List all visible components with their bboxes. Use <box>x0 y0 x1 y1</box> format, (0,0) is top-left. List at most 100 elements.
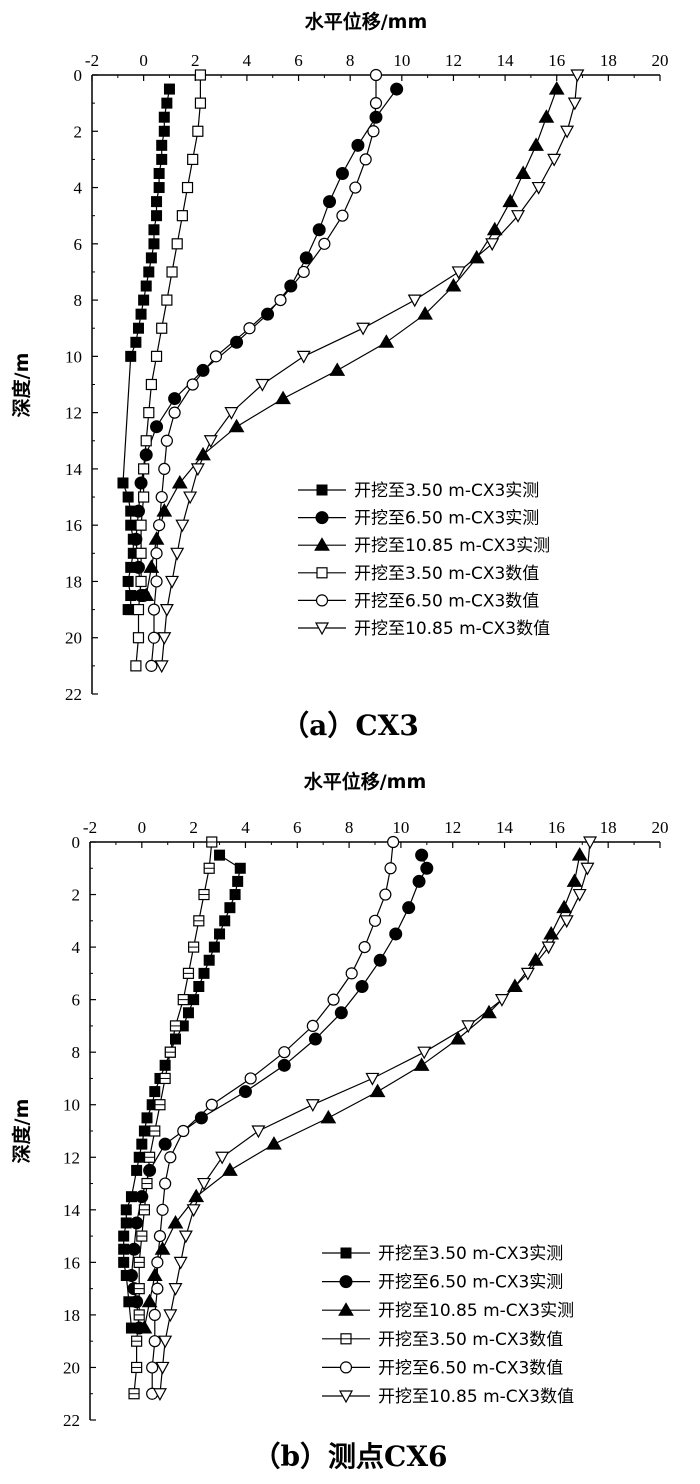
x-tick-label: 0 <box>138 818 147 837</box>
legend-label: 开挖至3.50 m-CX3实测 <box>354 481 539 501</box>
series-line <box>133 841 213 1394</box>
data-point <box>159 603 174 617</box>
data-point <box>145 378 157 391</box>
data-point <box>445 278 462 292</box>
data-point <box>334 1006 348 1020</box>
legend-entry: 开挖至6.50 m-CX3实测 <box>298 509 539 529</box>
data-point <box>244 1072 257 1085</box>
data-point <box>229 889 241 901</box>
data-point <box>193 915 205 927</box>
data-point <box>566 873 583 887</box>
y-tick-label: 22 <box>65 685 82 704</box>
data-point <box>176 210 188 222</box>
data-point <box>148 238 160 250</box>
x-tick-label: 8 <box>346 51 355 70</box>
data-point <box>274 293 287 307</box>
data-point <box>131 1361 143 1374</box>
data-point <box>130 336 142 348</box>
x-tick-label: 12 <box>445 51 462 70</box>
data-point <box>358 940 371 954</box>
data-point <box>485 238 500 252</box>
legend-label: 开挖至10.85 m-CX3数值 <box>378 1387 574 1407</box>
data-point <box>149 1125 161 1137</box>
series-5 <box>152 836 598 1401</box>
legend-marker <box>316 484 328 496</box>
legend-label: 开挖至6.50 m-CX3实测 <box>354 509 539 529</box>
data-point <box>450 1031 466 1045</box>
data-point <box>502 193 519 208</box>
data-point <box>203 435 218 449</box>
data-point <box>118 1243 130 1255</box>
legend-marker <box>338 1390 354 1404</box>
legend-entry: 开挖至6.50 m-CX3实测 <box>322 1273 563 1293</box>
data-point <box>538 109 555 123</box>
data-point <box>543 925 560 940</box>
data-point <box>129 532 143 546</box>
data-point <box>133 1309 145 1321</box>
data-point <box>159 1177 172 1190</box>
y-tick-label: 10 <box>65 347 82 366</box>
legend-label: 开挖至6.50 m-CX3数值 <box>354 591 539 611</box>
data-point <box>163 83 175 95</box>
data-point <box>206 836 218 848</box>
data-point <box>148 224 160 236</box>
data-point <box>149 1086 161 1098</box>
y-tick-label: 2 <box>74 122 83 141</box>
data-point <box>329 362 346 376</box>
data-point <box>169 1020 182 1032</box>
y-tick-label: 14 <box>63 1201 81 1220</box>
data-point <box>308 1032 322 1046</box>
series-line <box>161 74 578 666</box>
data-point <box>369 1083 386 1098</box>
data-point <box>136 1230 148 1242</box>
legend-label: 开挖至10.85 m-CX3数值 <box>354 619 550 639</box>
data-point <box>152 1388 167 1401</box>
data-point <box>389 927 403 941</box>
data-point <box>318 237 331 250</box>
data-point <box>510 210 526 223</box>
data-point <box>379 888 392 901</box>
legend-entry: 开挖至10.85 m-CX3实测 <box>322 1301 574 1321</box>
data-point <box>124 1269 138 1282</box>
data-point <box>190 463 205 477</box>
data-point <box>125 519 137 531</box>
x-tick-label: 8 <box>345 818 354 837</box>
data-point <box>125 350 137 362</box>
data-point <box>140 280 152 292</box>
data-point <box>138 587 155 602</box>
data-point <box>548 81 565 95</box>
legend-entry: 开挖至3.50 m-CX3数值 <box>322 1330 563 1350</box>
data-point <box>140 435 152 447</box>
data-point <box>378 334 395 348</box>
x-tick-label: 10 <box>393 51 410 70</box>
data-point <box>198 967 210 979</box>
data-point <box>349 181 362 194</box>
series-line <box>159 841 591 1394</box>
data-point <box>182 1007 194 1019</box>
data-point <box>345 967 358 980</box>
legend-entry: 开挖至3.50 m-CX3数值 <box>298 564 539 584</box>
data-point <box>125 590 137 602</box>
legend-entry: 开挖至10.85 m-CX3数值 <box>322 1387 574 1407</box>
data-point <box>153 1229 167 1243</box>
data-point <box>131 560 145 574</box>
y-tick-label: 22 <box>63 1411 80 1430</box>
y-tick-label: 12 <box>63 1148 80 1167</box>
data-point <box>415 848 429 862</box>
data-point <box>194 69 207 81</box>
data-point <box>336 209 349 222</box>
data-point <box>164 1151 177 1164</box>
x-tick-label: 6 <box>294 51 303 70</box>
x-tick-label: 4 <box>241 818 250 837</box>
data-point <box>261 307 275 321</box>
panel-a-chart: -2 0 2 4 6 8 10 12 14 16 18 200246810121416182022水平… <box>10 10 669 742</box>
x-axis-title: 水平位移/mm <box>304 770 427 793</box>
data-point <box>198 888 210 901</box>
data-point <box>175 519 190 533</box>
data-point <box>181 181 194 194</box>
series-5 <box>154 69 585 674</box>
legend-marker <box>340 1333 352 1345</box>
legend-marker <box>339 1275 353 1289</box>
y-tick-label: 18 <box>65 572 82 591</box>
